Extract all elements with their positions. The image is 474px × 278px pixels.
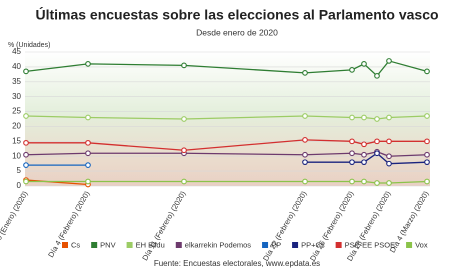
y-tick-label: 0 [17, 181, 22, 190]
legend-label: PP+Cs [301, 240, 325, 249]
point [302, 159, 308, 166]
point [386, 114, 392, 121]
point [374, 180, 380, 186]
point [361, 151, 367, 158]
legend-swatch [406, 242, 413, 248]
point [302, 178, 308, 185]
series-line [305, 152, 428, 165]
point [374, 116, 380, 122]
point [424, 159, 430, 166]
point [23, 178, 29, 185]
point [302, 69, 308, 76]
point [349, 67, 355, 73]
point [424, 113, 430, 119]
point [181, 116, 187, 122]
point [349, 178, 355, 185]
point [374, 150, 380, 157]
point [361, 178, 367, 185]
point [386, 180, 392, 186]
legend-swatch [62, 242, 68, 248]
y-tick-label: 40 [12, 62, 21, 71]
point [85, 178, 91, 185]
y-tick-label: 15 [12, 136, 21, 145]
point [302, 151, 308, 158]
y-tick-label: 45 [12, 47, 21, 56]
point [302, 113, 308, 119]
point [85, 139, 91, 146]
x-tick-label: Día 4 (Febrero) (2020) [46, 189, 92, 259]
point [424, 68, 430, 75]
point [23, 113, 29, 119]
chart-title: Últimas encuestas sobre las elecciones a… [35, 6, 438, 23]
point [349, 150, 355, 157]
point [302, 136, 308, 143]
series-line [25, 179, 89, 186]
legend-label: Cs [71, 240, 80, 249]
legend-swatch [126, 242, 133, 248]
legend-swatch [175, 242, 182, 248]
point [181, 62, 187, 69]
point [361, 61, 367, 67]
y-tick-label: 30 [12, 92, 21, 101]
point [23, 139, 29, 146]
chart-subtitle: Desde enero de 2020 [196, 27, 278, 37]
point [386, 153, 392, 160]
point [361, 114, 367, 121]
point [424, 178, 430, 185]
x-tick-label: Día 22 (Febrero) (2020) [261, 189, 309, 263]
legend-label: elkarrekin Podemos [185, 240, 252, 249]
x-tick-label: Día 11 (Febrero) (2020) [140, 189, 187, 262]
point [386, 58, 392, 64]
legend-label: PNV [100, 240, 115, 249]
point [23, 68, 29, 75]
y-tick-label: 35 [12, 77, 21, 86]
point [181, 147, 187, 154]
point [424, 138, 430, 145]
point [85, 114, 91, 121]
y-tick-label: 25 [12, 107, 21, 116]
legend-swatch [91, 242, 98, 248]
point [349, 114, 355, 121]
legend-label: Vox [415, 240, 428, 249]
point [85, 150, 91, 157]
point [349, 159, 355, 166]
point [361, 141, 367, 148]
y-tick-label: 10 [12, 151, 21, 160]
point [374, 138, 380, 145]
point [181, 178, 187, 185]
x-tick-label: Día 28 (Febrero) (2020) [345, 189, 393, 263]
point [424, 151, 430, 158]
y-tick-label: 5 [17, 166, 22, 175]
point [23, 151, 29, 158]
point [85, 162, 91, 169]
point [23, 162, 29, 169]
point [85, 61, 91, 67]
legend-label: EH Bildu [136, 240, 165, 249]
legend-swatch [292, 242, 299, 248]
point [361, 159, 367, 166]
point [386, 160, 392, 167]
point [349, 138, 355, 145]
point [374, 72, 380, 79]
legend-label: PP [271, 240, 281, 249]
x-tick-label: Día 30 (Enero) (2020) [0, 189, 30, 257]
y-axis-label: % (Unidades) [8, 42, 50, 49]
legend-swatch [335, 242, 342, 248]
y-tick-label: 20 [12, 122, 21, 131]
legend-label: PSE-EE PSOE [345, 240, 395, 249]
source: Fuente: Encuestas electorales, www.epdat… [154, 259, 320, 268]
legend-swatch [262, 242, 269, 248]
point [386, 138, 392, 145]
